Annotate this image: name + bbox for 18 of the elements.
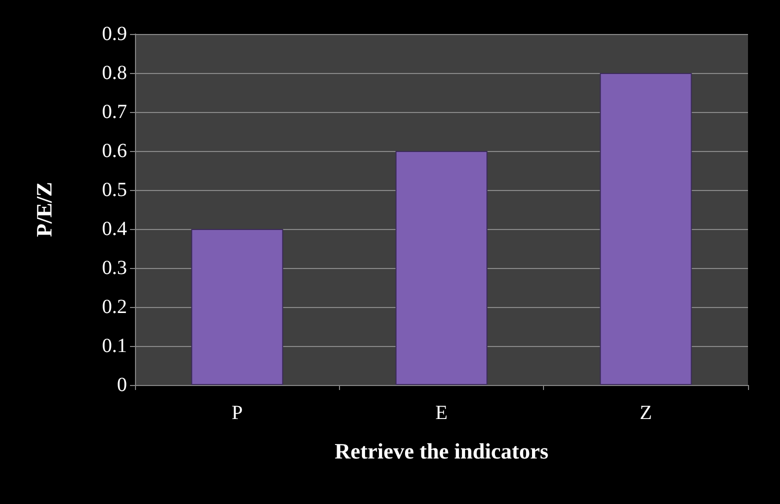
y-tick-label: 0.4 [102, 218, 127, 240]
y-tick-label: 0.7 [102, 101, 127, 123]
y-tick-label: 0.1 [102, 335, 127, 357]
y-tick-label: 0.5 [102, 179, 127, 201]
x-tick-label: Z [640, 402, 652, 424]
x-tick-label: P [232, 402, 243, 424]
x-tick-label: E [435, 402, 448, 424]
bar [191, 229, 284, 385]
y-tick-label: 0.9 [102, 23, 127, 45]
y-tick-label: 0.3 [102, 257, 127, 279]
y-tick-label: 0.2 [102, 296, 127, 318]
bar [396, 151, 488, 385]
y-axis-title: P/E/Z [32, 182, 56, 238]
y-tick-label: 0.6 [102, 140, 127, 162]
x-axis-title: Retrieve the indicators [334, 438, 549, 464]
y-tick-label: 0.8 [102, 62, 127, 84]
bar [600, 73, 692, 385]
y-tick-label: 0 [117, 374, 127, 396]
